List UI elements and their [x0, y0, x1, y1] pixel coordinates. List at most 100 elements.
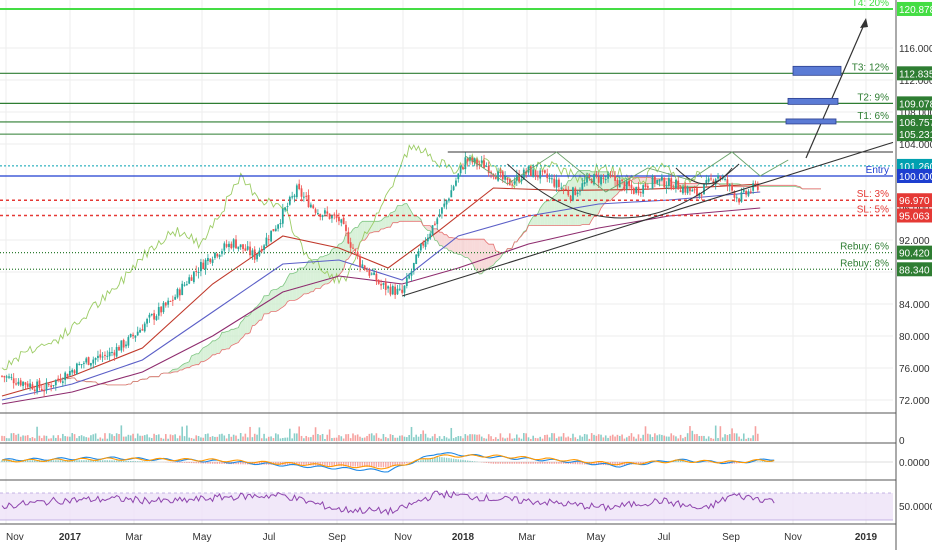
volume-bar [212, 436, 214, 441]
volume-bar [78, 436, 80, 441]
cloud-segment [206, 345, 208, 360]
volume-bar [579, 435, 581, 441]
volume-bar [504, 438, 506, 441]
volume-bar [441, 439, 443, 441]
volume-bar [467, 436, 469, 441]
volume-bar [139, 436, 141, 441]
volume-bar [34, 438, 36, 441]
volume-bar [46, 436, 48, 441]
volume-bar [167, 439, 169, 441]
price-axis: 116.000112.000108.000104.000100.00096.00… [897, 2, 932, 407]
volume-bar [518, 438, 520, 441]
macd-histogram-bar [76, 460, 77, 462]
macd-histogram-bar [549, 462, 550, 464]
candle-body [102, 356, 104, 357]
macd-histogram-bar [441, 457, 442, 462]
volume-bar [689, 426, 691, 441]
candle-body [642, 185, 644, 194]
volume-bar [418, 437, 420, 441]
volume-bar [235, 436, 237, 441]
candle-body [92, 360, 94, 364]
macd-histogram-bar [680, 461, 681, 463]
target-box-t1 [786, 119, 836, 124]
macd-histogram-bar [376, 462, 377, 467]
target-arrow-head [860, 18, 868, 28]
cloud-segment [306, 261, 308, 294]
candle-body [315, 209, 317, 213]
candle-body [216, 254, 218, 257]
candle-body [277, 224, 279, 228]
candle-body [186, 284, 188, 285]
macd-histogram-bar [516, 462, 517, 464]
macd-histogram-bar [60, 460, 61, 462]
volume-bar [41, 438, 43, 441]
macd-histogram-bar [556, 462, 557, 464]
cloud-segment [231, 329, 233, 345]
candle-body [539, 170, 541, 178]
cloud-segment [273, 290, 275, 312]
macd-histogram-bar [81, 460, 82, 462]
candle-body [443, 204, 445, 207]
candle-body [259, 251, 261, 256]
volume-bar [130, 435, 132, 441]
candle-body [207, 258, 209, 261]
volume-bar [172, 435, 174, 441]
cloud-segment [271, 290, 273, 312]
candle-body [36, 382, 38, 392]
candle-body [329, 214, 331, 219]
candle-body [305, 196, 307, 197]
candle-body [628, 181, 630, 186]
candle-body [336, 215, 338, 218]
candle-body [684, 186, 686, 193]
volume-bar [362, 438, 364, 441]
macd-histogram-bar [514, 462, 515, 464]
volume-bar [53, 435, 55, 441]
candle-body [605, 179, 607, 180]
cloud-segment [234, 328, 236, 344]
candle-body [298, 184, 300, 189]
volume-bar [233, 435, 235, 441]
cloud-segment [292, 273, 294, 301]
candle-body [43, 390, 45, 391]
candle-body [198, 272, 200, 273]
candle-body [326, 211, 328, 213]
candle-body [670, 178, 672, 189]
candle-body [244, 248, 246, 250]
volume-bar [443, 436, 445, 441]
volume-bar [228, 434, 230, 441]
volume-bar [401, 435, 403, 441]
candle-body [675, 180, 677, 188]
volume-bar [598, 434, 600, 441]
cloud-segment [287, 274, 289, 302]
macd-histogram-bar [107, 460, 108, 462]
candle-body [397, 289, 399, 294]
volume-bar [343, 439, 345, 442]
volume-bar [427, 438, 429, 441]
volume-bar [8, 438, 10, 441]
cloud-segment [316, 259, 318, 288]
candle-body [514, 181, 516, 183]
macd-histogram-bar [123, 461, 124, 462]
macd-histogram-bar [210, 462, 211, 464]
volume-bar [312, 435, 314, 441]
macd-histogram-bar [385, 462, 386, 467]
volume-bar [371, 433, 373, 441]
candle-body [691, 190, 693, 192]
candle-body [383, 283, 385, 285]
price-tag-label-9: 90.420 [899, 249, 930, 260]
volume-bar [296, 433, 298, 441]
cloud-segment [463, 239, 465, 257]
volume-bar [486, 439, 488, 441]
candle-body [41, 389, 43, 391]
candle-body [368, 270, 370, 276]
candle-body [565, 189, 567, 190]
candle-body [425, 241, 427, 247]
candle-body [50, 385, 52, 387]
cloud-segment [208, 343, 210, 359]
volume-bar [682, 438, 684, 441]
volume-bar [352, 433, 354, 441]
candle-body [612, 176, 614, 177]
volume-bar [158, 434, 160, 441]
